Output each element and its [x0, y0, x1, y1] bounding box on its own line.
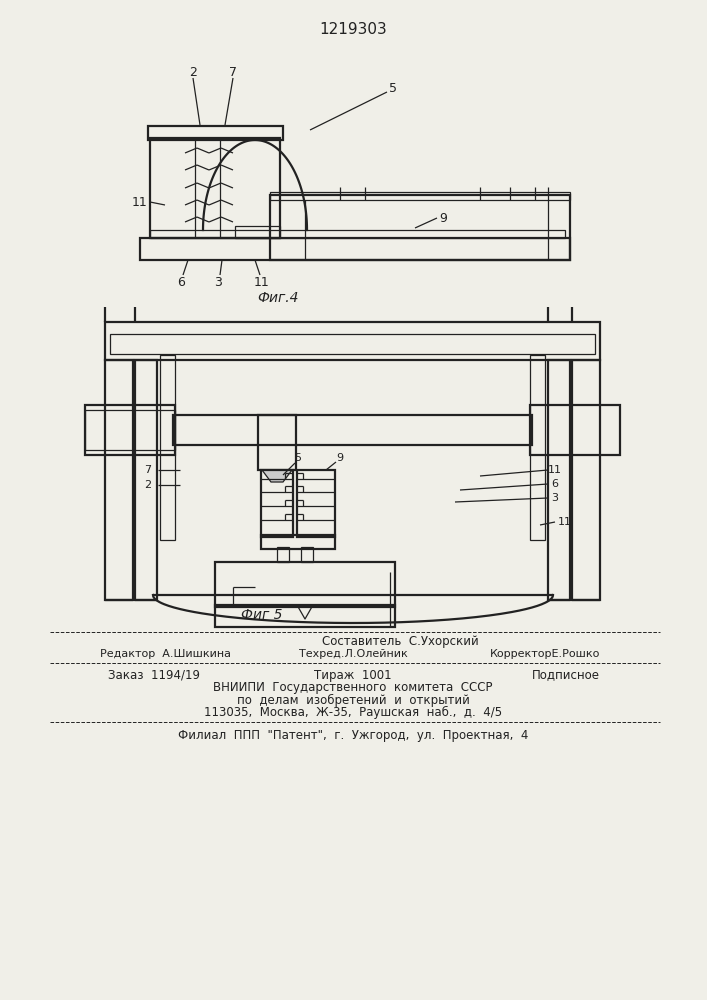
Bar [215, 605, 395, 627]
Bar [261, 470, 293, 537]
Text: Фиг 5: Фиг 5 [241, 608, 283, 622]
Text: 11: 11 [558, 517, 572, 527]
Bar [105, 360, 133, 600]
Text: 3: 3 [551, 493, 559, 503]
Text: Редактор  А.Шишкина: Редактор А.Шишкина [100, 649, 231, 659]
Text: 1219303: 1219303 [319, 22, 387, 37]
Bar [160, 355, 175, 540]
Bar [530, 355, 545, 540]
Text: Филиал  ППП  "Патент",  г.  Ужгород,  ул.  Проектная,  4: Филиал ППП "Патент", г. Ужгород, ул. Про… [178, 728, 528, 742]
Text: 6: 6 [551, 479, 559, 489]
Bar [261, 535, 335, 549]
Bar [270, 192, 570, 200]
Bar [301, 547, 313, 562]
Bar [235, 226, 280, 238]
Bar [270, 195, 570, 260]
Bar [548, 360, 570, 600]
Text: 11: 11 [548, 465, 562, 475]
Bar [572, 360, 600, 600]
Text: по  делам  изобретений  и  открытий: по делам изобретений и открытий [237, 693, 469, 707]
Text: 11: 11 [132, 196, 148, 209]
Bar [85, 405, 175, 455]
Text: 5: 5 [295, 453, 301, 463]
Text: 2: 2 [144, 480, 151, 490]
Text: 2: 2 [189, 66, 197, 79]
Bar [140, 238, 570, 260]
Text: КорректорЕ.Рошко: КорректорЕ.Рошко [490, 649, 600, 659]
Bar [173, 415, 532, 445]
Bar [150, 138, 280, 238]
Bar [530, 405, 620, 455]
Text: Подписное: Подписное [532, 668, 600, 682]
Text: Фиг.4: Фиг.4 [257, 291, 299, 305]
Text: 6: 6 [177, 275, 185, 288]
Polygon shape [262, 470, 292, 482]
Bar [277, 547, 289, 562]
Text: 7: 7 [144, 465, 151, 475]
Bar [258, 415, 296, 470]
Text: 9: 9 [337, 453, 344, 463]
Bar [148, 126, 283, 140]
Text: 5: 5 [389, 82, 397, 95]
Bar [105, 322, 600, 360]
Bar [135, 360, 157, 600]
Text: Тираж  1001: Тираж 1001 [314, 668, 392, 682]
Text: Заказ  1194/19: Заказ 1194/19 [108, 668, 200, 682]
Bar [150, 230, 565, 238]
Bar [215, 562, 395, 607]
Bar [110, 334, 595, 354]
Text: Составитель  С.Ухорский: Составитель С.Ухорский [322, 636, 479, 648]
Bar [297, 470, 335, 537]
Text: 9: 9 [439, 212, 447, 225]
Text: 7: 7 [229, 66, 237, 79]
Text: ВНИИПИ  Государственного  комитета  СССР: ВНИИПИ Государственного комитета СССР [214, 682, 493, 694]
Bar [85, 410, 175, 450]
Text: Техред.Л.Олейник: Техред.Л.Олейник [298, 649, 407, 659]
Text: 3: 3 [214, 275, 222, 288]
Text: 113035,  Москва,  Ж-35,  Раушская  наб.,  д.  4/5: 113035, Москва, Ж-35, Раушская наб., д. … [204, 705, 502, 719]
Text: 11: 11 [254, 275, 270, 288]
